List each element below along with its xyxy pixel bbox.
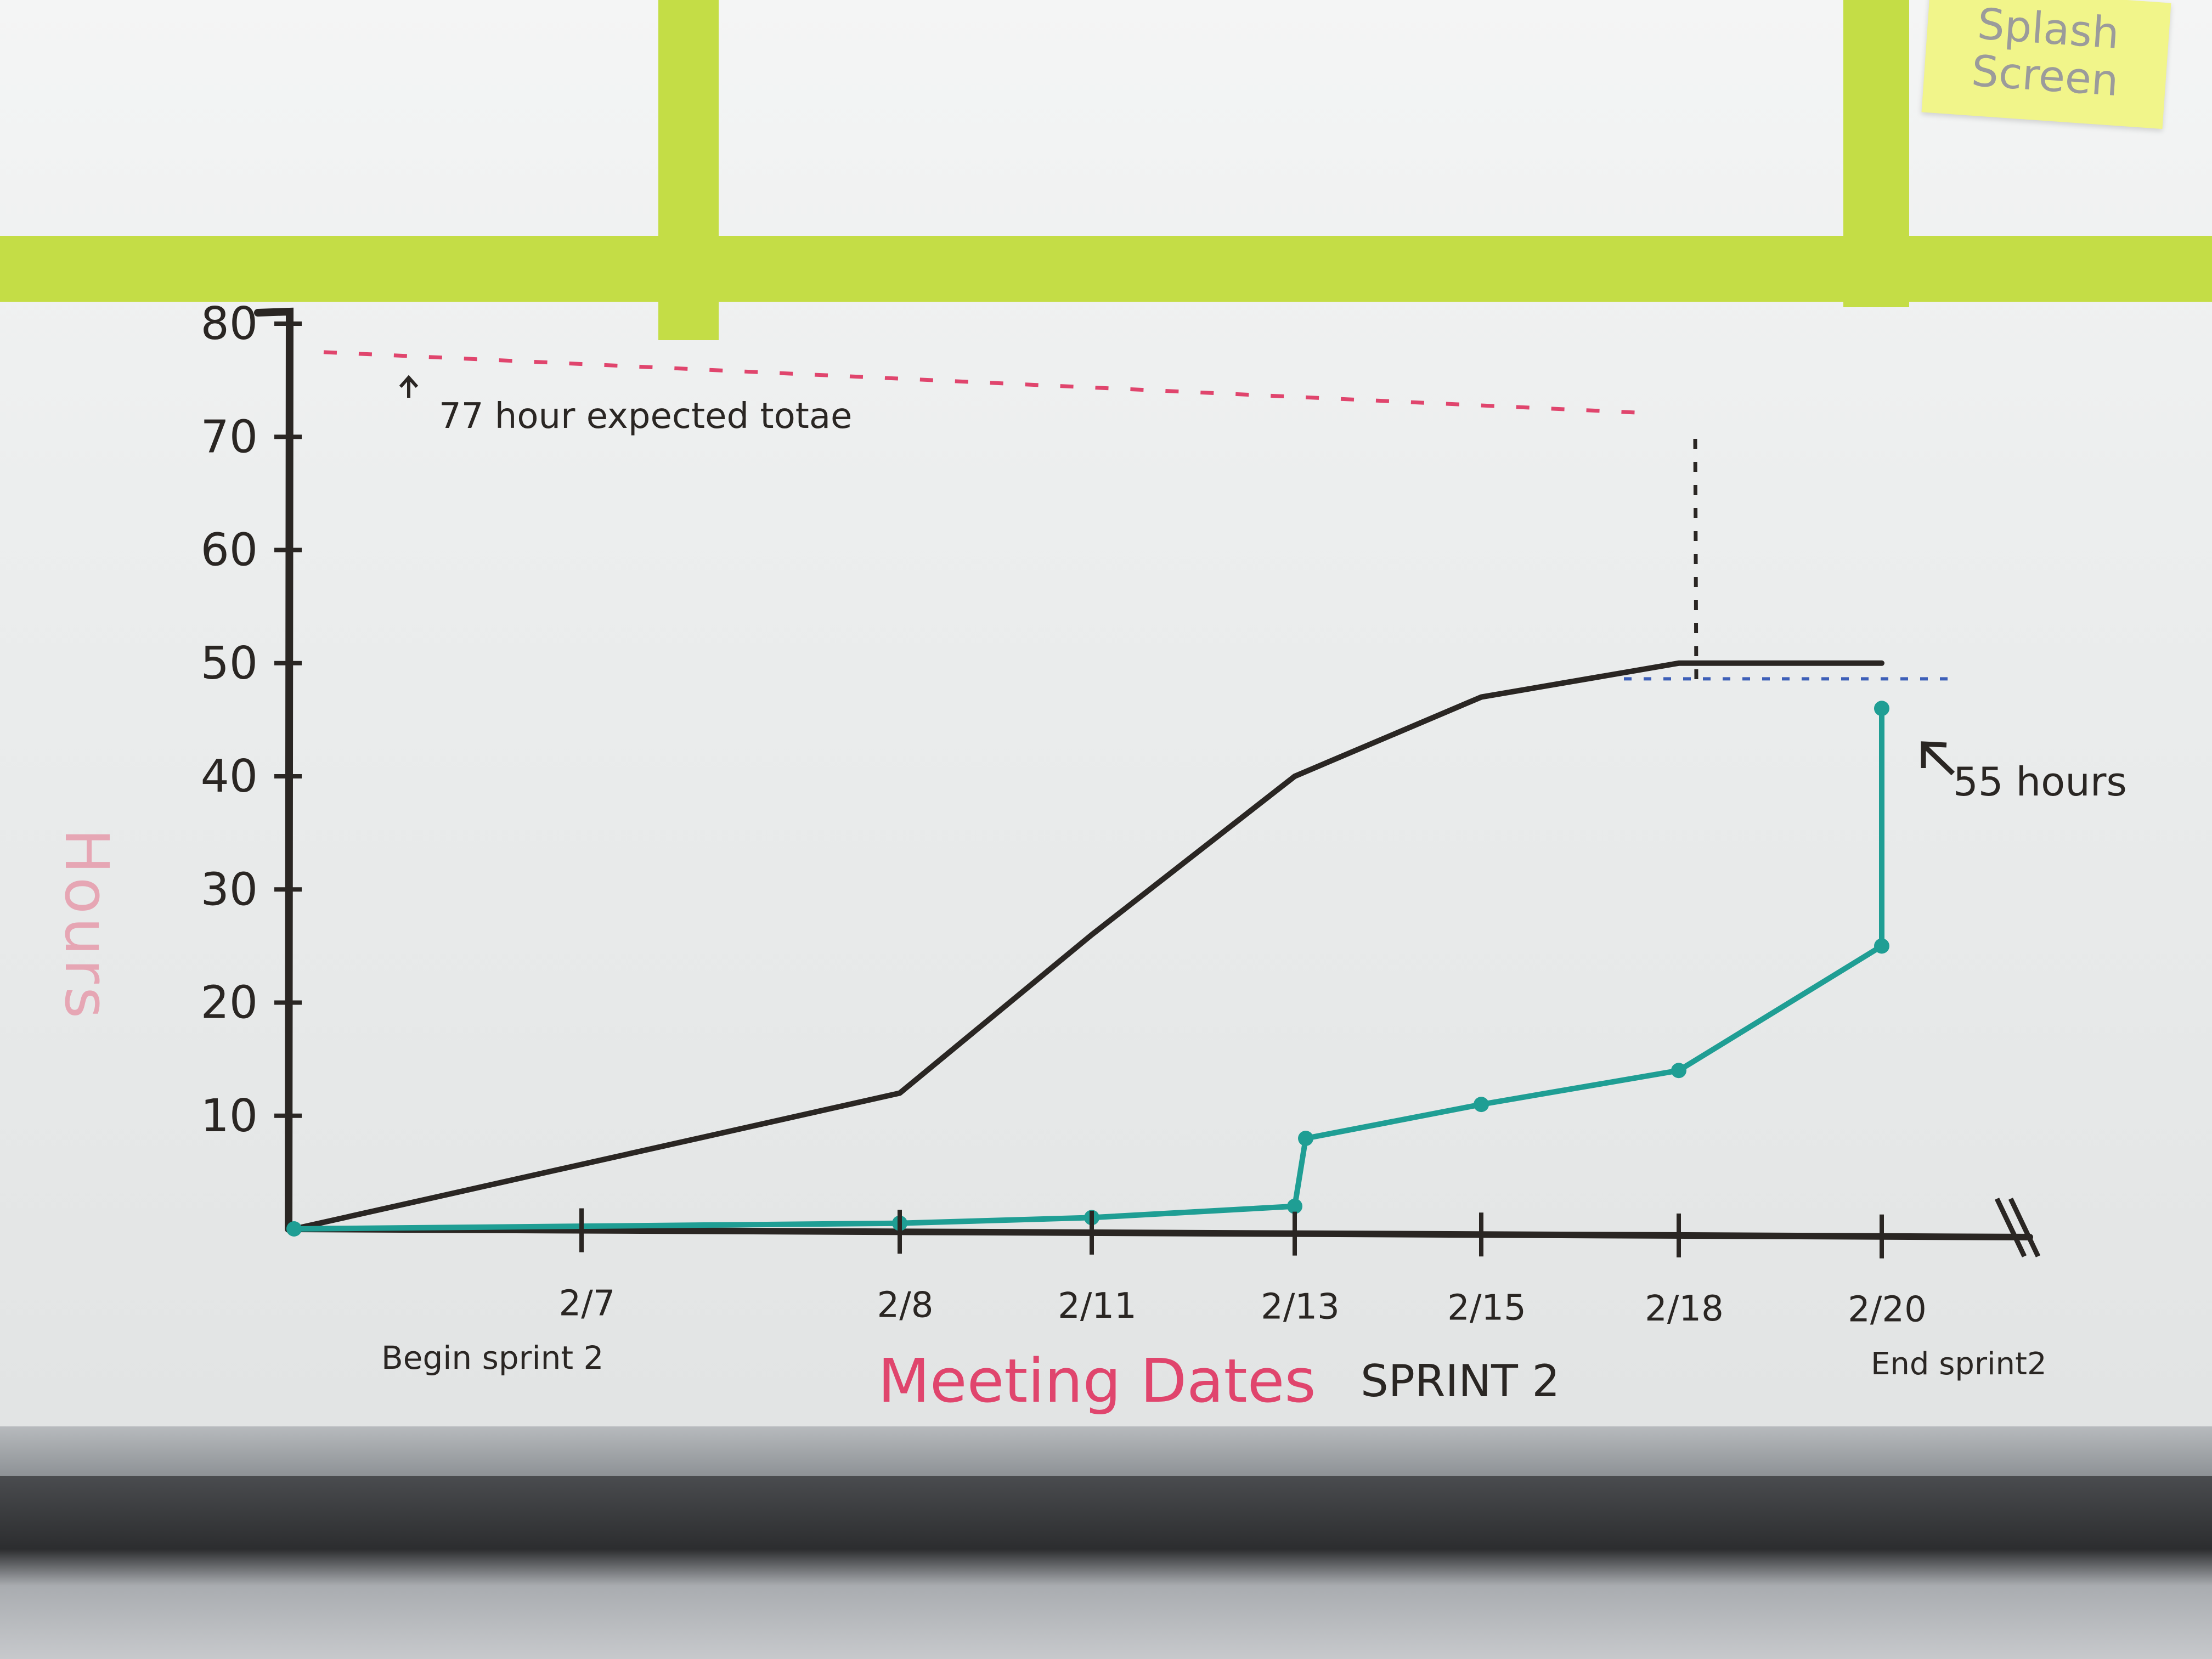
end-total-label: 55 hours	[1953, 759, 2127, 805]
x-axis-end-mark	[1994, 1198, 2041, 1257]
actual-hours-point	[1874, 701, 1889, 716]
x-tick-label: 2/20	[1848, 1290, 1927, 1330]
x-tick-label: 2/15	[1447, 1288, 1526, 1328]
hours-chart: 10 20 30 40 50 60 70 80 2/7 2/8 2/11 2/13 2/15 2/18 2…	[52, 298, 2127, 1416]
expected-total-arrow	[399, 375, 419, 398]
y-tick-label: 20	[201, 977, 258, 1029]
actual-hours-point	[1474, 1097, 1489, 1113]
y-tick-label: 80	[201, 298, 258, 350]
x-tick-label: 2/7	[559, 1284, 616, 1324]
board-frame	[0, 1476, 2212, 1659]
x-tick-label: 2/8	[877, 1285, 934, 1325]
y-tick-label: 10	[201, 1090, 258, 1142]
actual-hours-point	[1298, 1131, 1313, 1146]
x-tick-label: 2/13	[1261, 1287, 1340, 1328]
actual-hours-point	[1287, 1198, 1302, 1214]
expected-hours-line	[291, 660, 1884, 1232]
actual-hours-point	[1874, 938, 1889, 954]
end-sprint-label: End sprint2	[1871, 1346, 2047, 1382]
actual-hours-point	[1671, 1063, 1686, 1079]
end-total-arrow	[1921, 741, 1955, 776]
y-axis-label: Hours	[52, 828, 122, 1022]
actual-hours-line	[291, 706, 1884, 1232]
x-axis	[285, 1226, 2033, 1240]
y-axis	[254, 307, 294, 1233]
actual-hours-point	[286, 1221, 302, 1237]
tape-vertical-left	[658, 0, 719, 340]
chart-axes	[254, 307, 2041, 1257]
x-axis-label-suffix: SPRINT 2	[1361, 1356, 1560, 1407]
y-tick-label: 60	[201, 524, 258, 577]
x-axis-label: Meeting Dates	[878, 1346, 1316, 1416]
x-tick-label: 2/18	[1645, 1289, 1724, 1329]
y-tick-label: 40	[201, 751, 258, 803]
y-tick-label: 30	[201, 864, 258, 916]
begin-sprint-label: Begin sprint 2	[381, 1339, 603, 1376]
dotted-marker-line	[1693, 438, 1699, 681]
tape-vertical-right	[1843, 0, 1909, 307]
y-tick-label: 70	[201, 411, 258, 463]
y-tick-label: 50	[201, 637, 258, 690]
expected-total-label: 77 hour expected totae	[439, 396, 852, 437]
expected-total-line	[323, 350, 1635, 415]
x-tick-label: 2/11	[1058, 1286, 1137, 1327]
marker-tray	[0, 1426, 2212, 1476]
